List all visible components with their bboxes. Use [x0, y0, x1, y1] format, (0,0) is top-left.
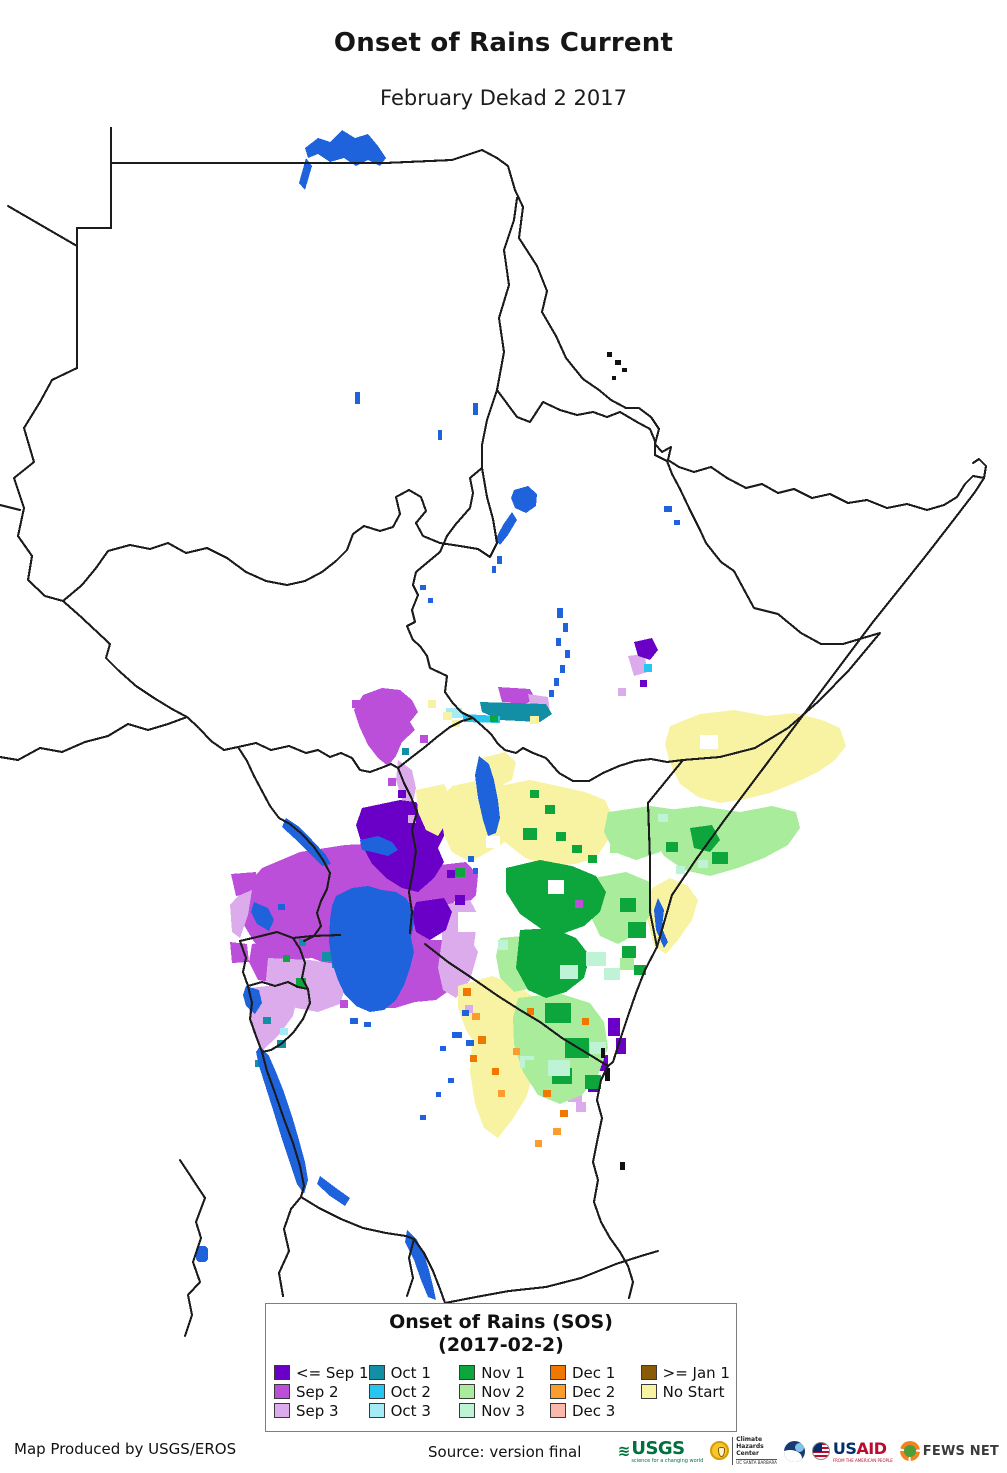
- legend-label: Dec 2: [571, 1382, 616, 1401]
- legend-swatch-sep3: [274, 1403, 290, 1419]
- legend-label: Sep 2: [296, 1382, 339, 1401]
- legend-label: Nov 1: [481, 1363, 525, 1382]
- legend-item: No Start: [640, 1382, 730, 1401]
- legend-title: Onset of Rains (SOS): [389, 1311, 613, 1333]
- page-title: Onset of Rains Current: [333, 28, 674, 58]
- usgs-logo-text: USGS: [631, 1437, 685, 1459]
- usaid-logo: USAID FROM THE AMERICAN PEOPLE: [811, 1439, 893, 1463]
- usaid-logo-text-us: US: [832, 1439, 857, 1458]
- fewsnet-logo: FEWS NET: [899, 1441, 999, 1461]
- legend-item: Dec 3: [549, 1401, 641, 1420]
- legend-label: >= Jan 1: [662, 1363, 730, 1382]
- map-borders-layer: [0, 126, 988, 1338]
- legend-swatch-jan1: [640, 1365, 657, 1381]
- legend-swatch-dec3: [549, 1403, 566, 1419]
- legend-item: Dec 1: [549, 1363, 641, 1382]
- legend-swatch-dec1: [549, 1365, 566, 1381]
- legend-swatch-nov2: [459, 1384, 476, 1400]
- legend-label: Dec 1: [571, 1363, 616, 1382]
- usaid-logo-text-aid: AID: [856, 1439, 887, 1458]
- usgs-tagline: science for a changing world: [631, 1457, 704, 1464]
- usaid-tagline: FROM THE AMERICAN PEOPLE: [832, 1458, 893, 1463]
- legend-label: No Start: [662, 1382, 725, 1401]
- noaa-seagull-icon: [783, 1440, 805, 1462]
- legend-label: Nov 3: [481, 1401, 525, 1420]
- legend-swatch-nov1: [459, 1365, 476, 1381]
- legend-item: Oct 1: [368, 1363, 460, 1382]
- legend-swatch-nostart: [640, 1384, 657, 1400]
- legend-label: Dec 3: [571, 1401, 616, 1420]
- legend-swatch-dec2: [549, 1384, 566, 1400]
- chc-subtext: UC SANTA BARBARA: [736, 1458, 777, 1465]
- legend-item: Oct 3: [368, 1401, 460, 1420]
- legend-item: Nov 1: [459, 1363, 550, 1382]
- legend-swatch-oct1: [368, 1365, 385, 1381]
- legend-label: Oct 3: [390, 1401, 431, 1420]
- legend-label: Nov 2: [481, 1382, 525, 1401]
- fewsnet-globe-icon: [899, 1441, 920, 1461]
- usgs-logo: ≋ USGS science for a changing world: [618, 1439, 704, 1464]
- legend-item: Oct 2: [368, 1382, 460, 1401]
- usgs-wave-icon: ≋: [617, 1442, 631, 1460]
- logo-strip: ≋ USGS science for a changing world Clim…: [611, 1436, 999, 1466]
- page-subtitle: February Dekad 2 2017: [380, 86, 627, 110]
- legend-item: Nov 3: [459, 1401, 550, 1420]
- legend-swatch-oct2: [368, 1384, 385, 1400]
- legend-subtitle: (2017-02-2): [438, 1334, 564, 1357]
- legend-item: Nov 2: [459, 1382, 550, 1401]
- map-sos-layer: [230, 638, 846, 1147]
- produced-by-text: Map Produced by USGS/EROS: [14, 1440, 237, 1458]
- map-water-layer: [196, 130, 680, 1300]
- legend-swatch-sep2: [274, 1384, 290, 1400]
- usaid-flag-icon: [811, 1442, 830, 1460]
- map-islands: [601, 352, 627, 1170]
- chc-logo-text: Climate: [736, 1436, 763, 1444]
- legend-item: >= Jan 1: [640, 1363, 730, 1382]
- legend-swatch-nov3: [459, 1403, 476, 1419]
- legend-swatch-sep1: [274, 1365, 290, 1381]
- legend-label: Oct 1: [390, 1363, 431, 1382]
- legend-box: Onset of Rains (SOS) (2017-02-2) <= Sep …: [265, 1303, 737, 1432]
- legend-items: <= Sep 1 Sep 2 Sep 3 Oct 1 Oct 2 Oct 3 N…: [266, 1357, 736, 1420]
- legend-item: <= Sep 1: [274, 1363, 369, 1382]
- fewsnet-logo-text: FEWS NET: [922, 1443, 999, 1459]
- legend-item: Sep 3: [274, 1401, 369, 1420]
- legend-item: Dec 2: [549, 1382, 641, 1401]
- legend-label: <= Sep 1: [296, 1363, 369, 1382]
- noaa-logo: [783, 1440, 805, 1462]
- legend-swatch-oct3: [368, 1403, 385, 1419]
- legend-label: Sep 3: [296, 1401, 339, 1420]
- source-text: Source: version final: [428, 1443, 582, 1461]
- chc-droplet-icon: [710, 1441, 730, 1461]
- legend-item: Sep 2: [274, 1382, 369, 1401]
- chc-logo: Climate Hazards Center UC SANTA BARBARA: [710, 1436, 777, 1465]
- legend-label: Oct 2: [390, 1382, 431, 1401]
